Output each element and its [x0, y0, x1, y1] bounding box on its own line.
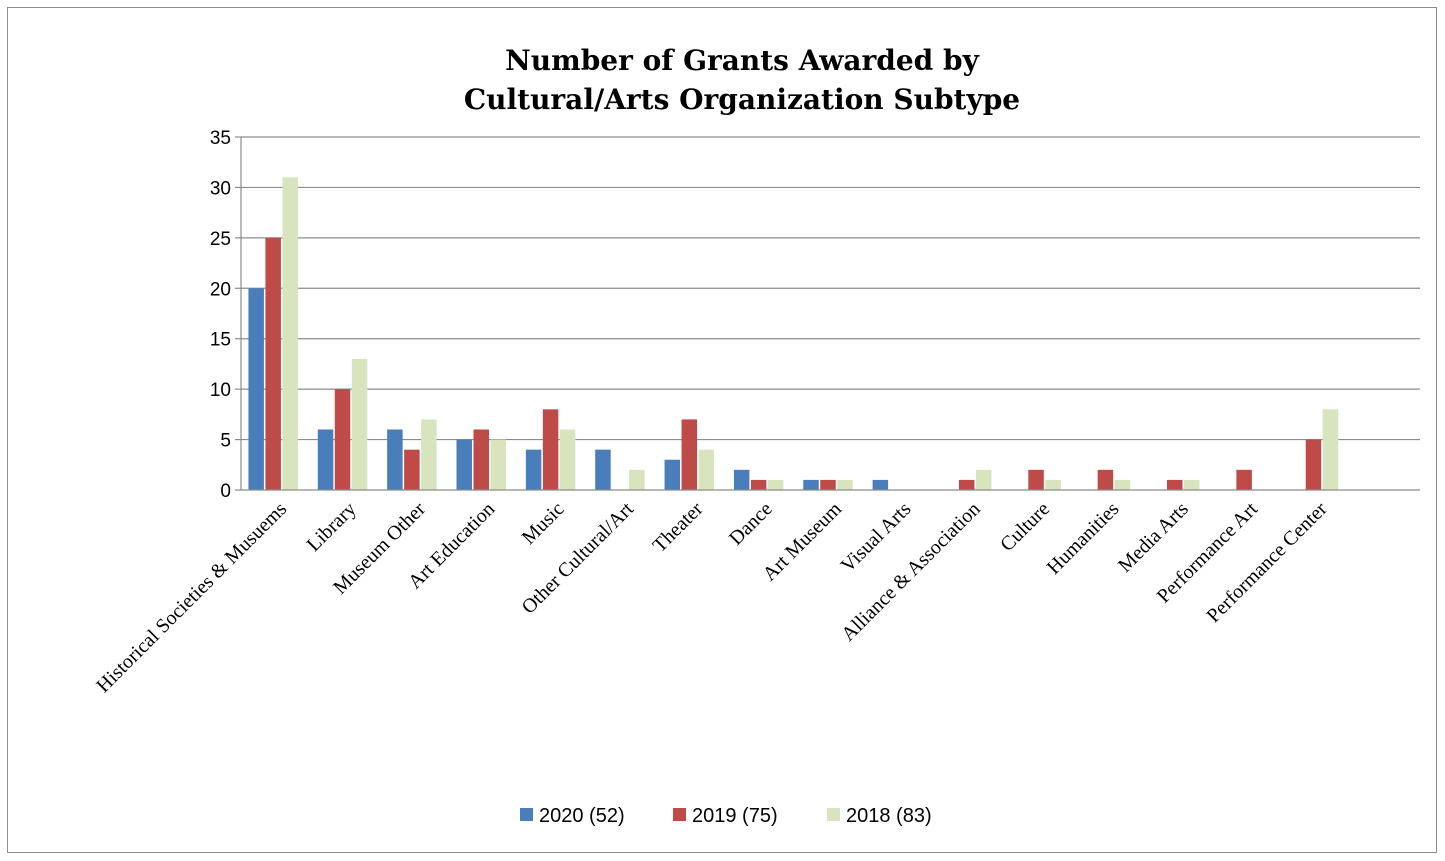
- bars: [248, 177, 1339, 491]
- bar-2018-8: [837, 479, 853, 490]
- bar-2018-6: [698, 449, 715, 490]
- chart-title-line-1: Number of Grants Awarded by: [505, 44, 979, 77]
- chart-frame: Number of Grants Awarded by Cultural/Art…: [7, 7, 1437, 853]
- bar-2019-4: [542, 409, 559, 490]
- axes: [240, 137, 1420, 491]
- legend-swatch: [827, 808, 840, 821]
- y-tick-label: 25: [210, 229, 231, 250]
- bar-2020-0: [248, 288, 264, 490]
- chart-canvas: Number of Grants Awarded by Cultural/Art…: [92, 44, 1420, 827]
- bar-2020-8: [803, 479, 819, 490]
- x-tick-label: Historical Societies & Musuems: [92, 498, 291, 697]
- x-tick-label: Theater: [649, 498, 708, 557]
- bar-2019-10: [958, 479, 975, 490]
- x-tick-label: Humanities: [1043, 498, 1124, 579]
- bar-2018-1: [351, 358, 368, 490]
- y-tick-label: 35: [210, 128, 231, 149]
- bar-2020-3: [456, 439, 472, 490]
- legend-swatch: [673, 808, 686, 821]
- bar-2019-1: [334, 389, 351, 490]
- bar-2020-5: [595, 449, 611, 490]
- y-tick-label: 10: [210, 380, 231, 401]
- chart-title-line-2: Cultural/Arts Organization Subtype: [464, 83, 1020, 116]
- y-axis-ticks: 0 5 10 15 20 25 30 35: [210, 128, 241, 502]
- bar-2018-2: [421, 419, 437, 490]
- bar-2019-13: [1167, 479, 1183, 490]
- bar-2018-10: [975, 469, 992, 490]
- bar-2019-15: [1305, 439, 1322, 490]
- bar-2020-7: [733, 469, 750, 490]
- y-tick-label: 20: [210, 279, 231, 300]
- bar-2018-0: [282, 177, 298, 491]
- bar-2019-6: [681, 419, 698, 490]
- bar-2019-0: [265, 237, 281, 490]
- y-tick-label: 0: [220, 481, 231, 502]
- legend-label: 2019 (75): [692, 805, 778, 827]
- x-tick-label: Music: [518, 498, 569, 549]
- bar-2018-5: [629, 469, 645, 490]
- bar-2019-8: [820, 479, 836, 490]
- bar-2020-2: [387, 429, 403, 490]
- bar-2018-12: [1114, 479, 1131, 490]
- legend-label: 2018 (83): [846, 805, 932, 827]
- x-tick-label: Culture: [996, 498, 1054, 556]
- bar-2018-13: [1184, 479, 1200, 490]
- bar-2018-7: [767, 479, 784, 490]
- x-tick-label: Performance Center: [1202, 498, 1331, 627]
- y-tick-label: 15: [210, 330, 231, 351]
- y-tick-label: 5: [220, 431, 231, 452]
- y-tick-label: 30: [210, 178, 231, 199]
- bar-2019-2: [404, 449, 420, 490]
- legend-label: 2020 (52): [539, 805, 625, 827]
- bar-2019-7: [750, 479, 767, 490]
- gridlines: [241, 136, 1420, 441]
- bar-2020-9: [872, 479, 889, 490]
- bar-2020-6: [664, 459, 681, 490]
- bar-2020-1: [317, 429, 334, 490]
- bar-2019-12: [1097, 469, 1114, 490]
- chart-title: Number of Grants Awarded by Cultural/Art…: [464, 44, 1020, 116]
- bar-2018-15: [1322, 409, 1339, 490]
- legend-swatch: [520, 808, 533, 821]
- bar-2019-11: [1028, 469, 1044, 490]
- x-tick-label: Dance: [725, 498, 777, 550]
- bar-2020-4: [525, 449, 542, 490]
- x-tick-label: Alliance & Association: [837, 498, 985, 646]
- bar-2019-14: [1236, 469, 1252, 490]
- x-axis-labels: Historical Societies & Musuems Library Mus…: [92, 498, 1332, 697]
- x-tick-label: Library: [303, 498, 361, 556]
- bar-2018-4: [559, 429, 576, 490]
- legend: 2020 (52) 2019 (75) 2018 (83): [520, 805, 932, 827]
- bar-2018-3: [490, 439, 506, 490]
- bar-2018-11: [1045, 479, 1061, 490]
- bar-2019-3: [473, 429, 489, 490]
